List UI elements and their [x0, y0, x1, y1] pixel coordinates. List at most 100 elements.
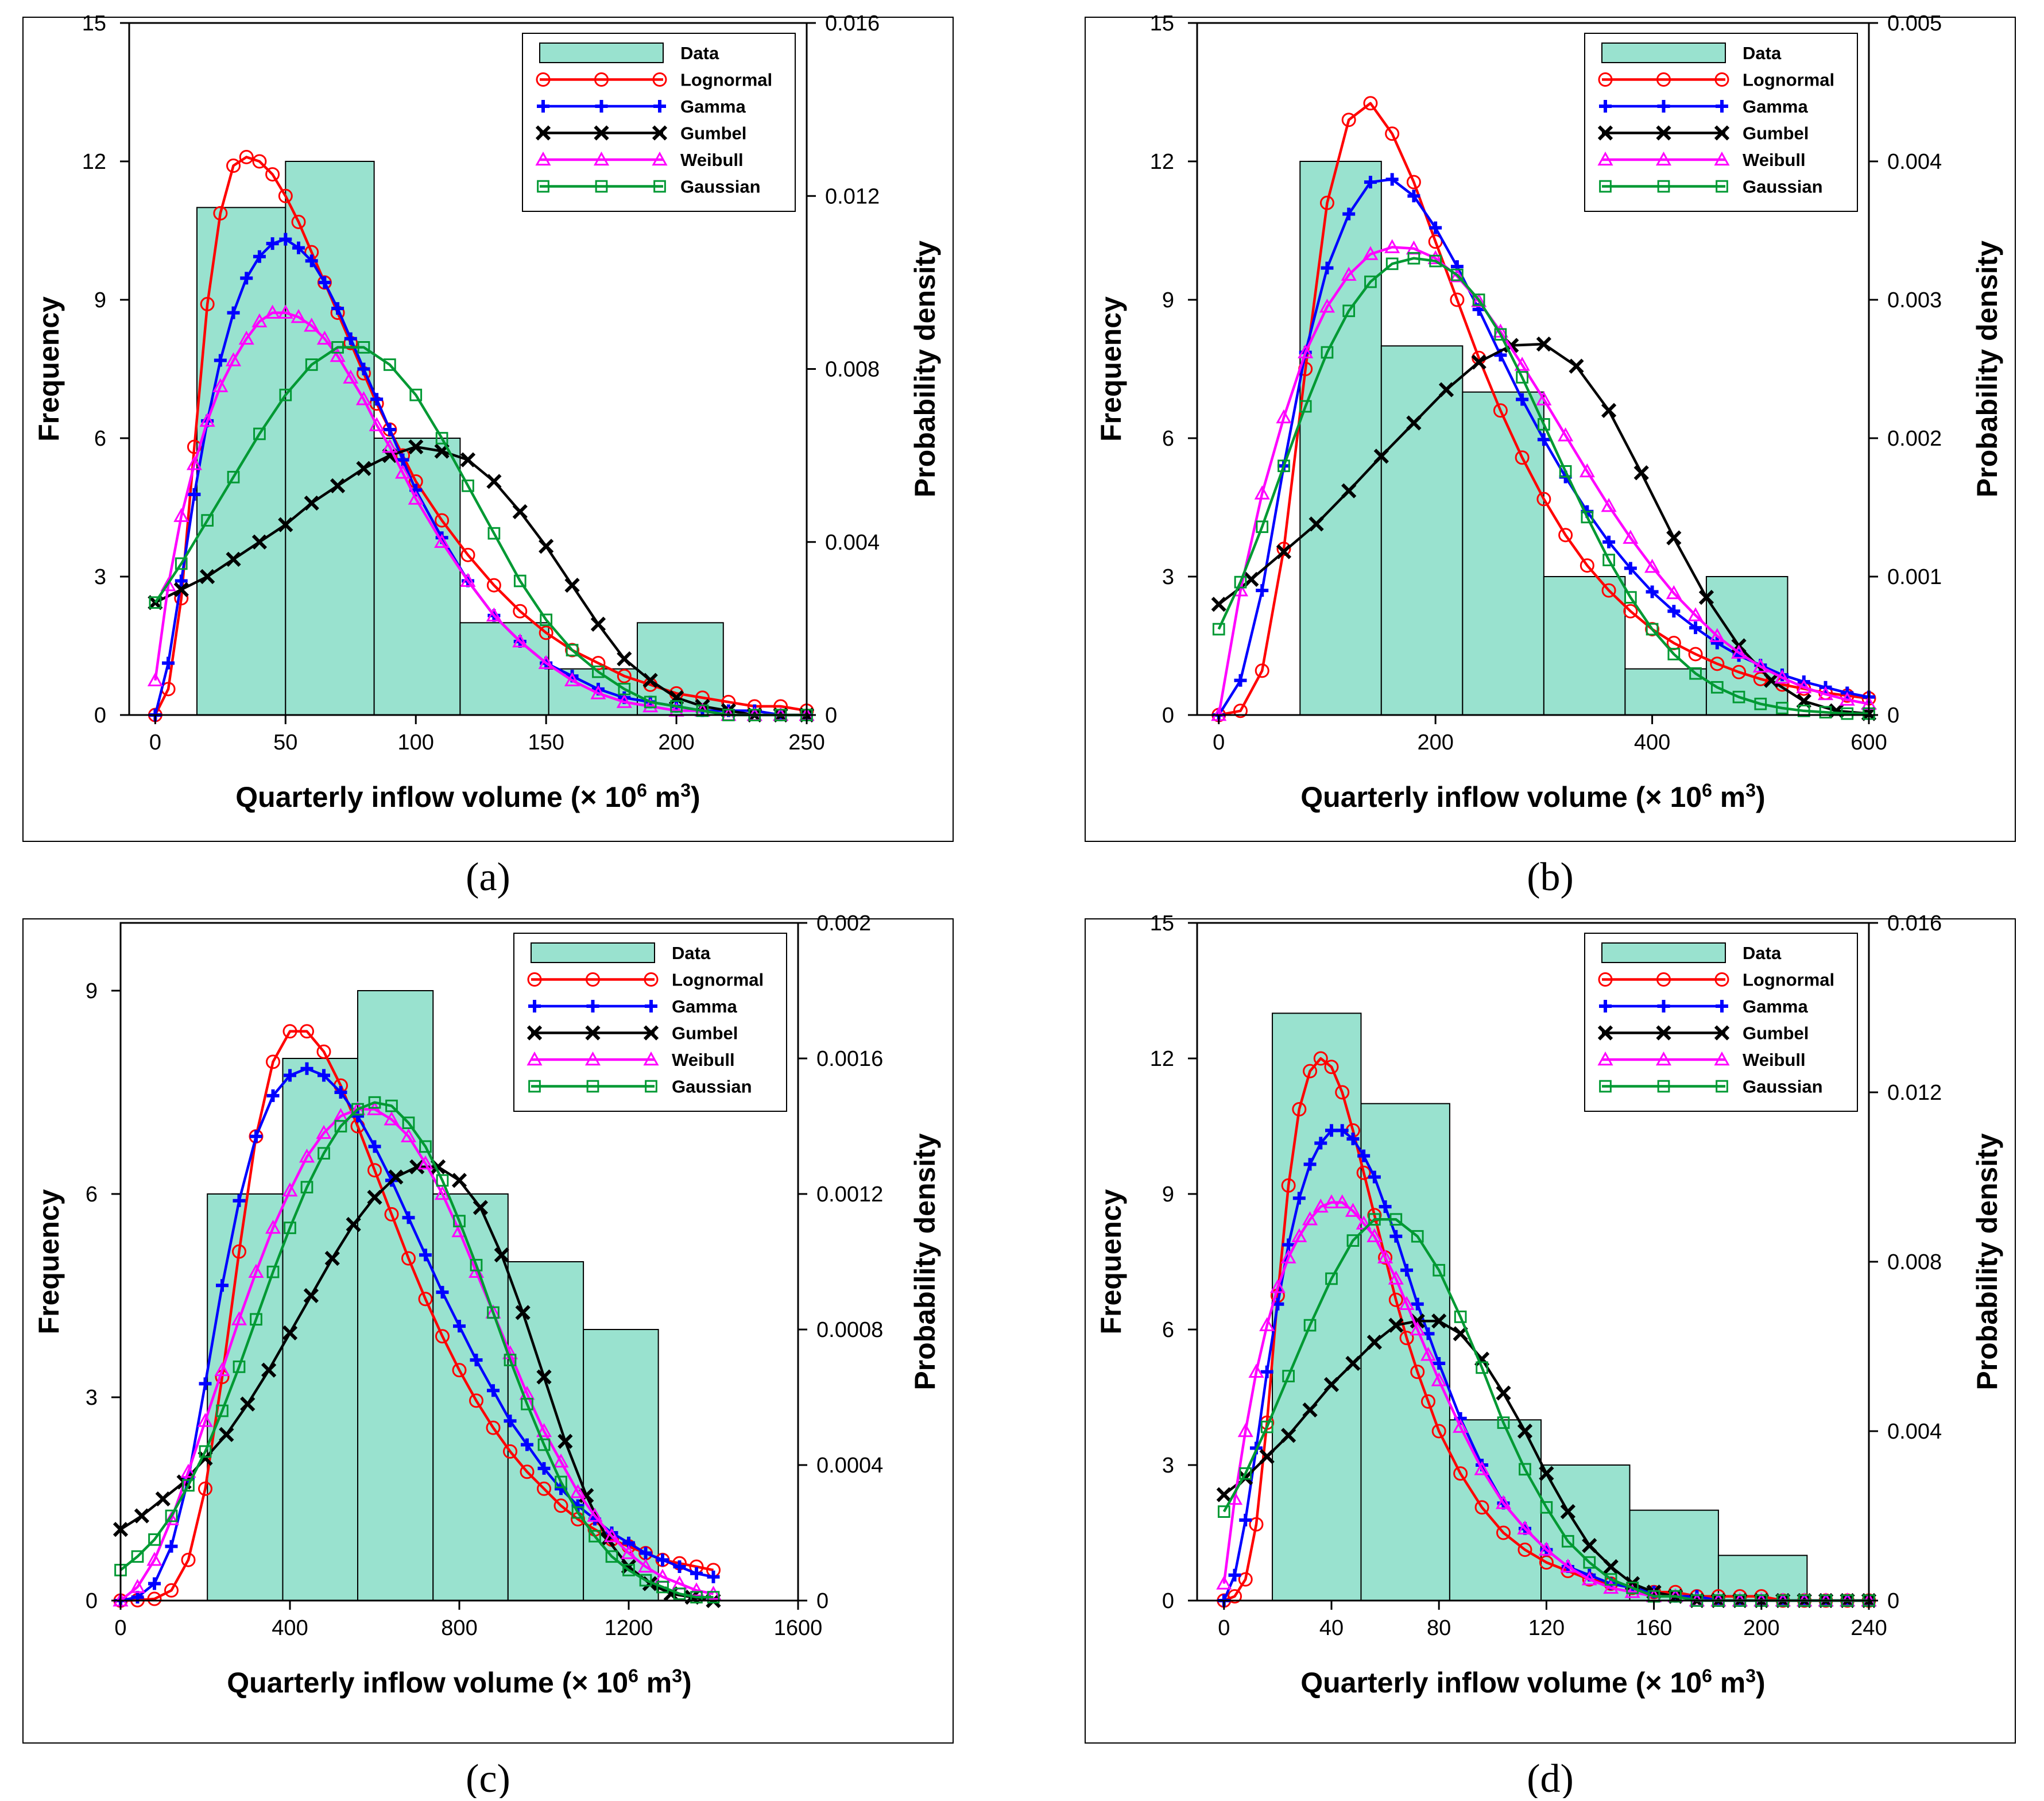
data-point: [214, 354, 227, 367]
data-point: [637, 1558, 654, 1573]
legend-marker: [1599, 180, 1612, 193]
histogram-bar: [1449, 1419, 1542, 1601]
legend-label: Gaussian: [1743, 1077, 1823, 1097]
data-point: [277, 304, 293, 319]
y2-tick-label: 0.012: [1887, 1081, 1942, 1105]
data-point: [1517, 1520, 1533, 1535]
legend-marker: [1714, 125, 1730, 141]
y-tick-label: 9: [1162, 288, 1174, 312]
data-point: [1368, 1213, 1381, 1226]
data-point: [400, 1128, 417, 1142]
data-point: [384, 1111, 400, 1126]
x-tick-label: 200: [1417, 731, 1453, 755]
data-point: [470, 1354, 483, 1367]
data-point: [1420, 1347, 1437, 1361]
data-point: [1278, 459, 1290, 473]
data-point: [617, 668, 632, 683]
y2-tick-label: 0.016: [825, 11, 880, 36]
data-point: [1259, 1317, 1275, 1331]
data-point: [165, 1540, 178, 1553]
data-point: [409, 388, 423, 401]
label-part: Quarterly inflow volume (× 10: [1300, 1667, 1702, 1699]
data-point: [591, 656, 606, 671]
data-point: [1234, 575, 1247, 589]
data-point: [644, 695, 657, 709]
data-point: [383, 423, 396, 436]
y2-tick-label: 0.002: [816, 911, 871, 936]
data-point: [1385, 126, 1400, 141]
data-point: [1474, 1500, 1489, 1515]
data-point: [1280, 1249, 1296, 1263]
legend-label: Gamma: [672, 996, 737, 1017]
legend-marker: [1597, 151, 1613, 166]
data-point: [1538, 418, 1550, 431]
data-point: [1841, 707, 1854, 720]
data-point: [1410, 1321, 1426, 1336]
data-point: [1260, 1420, 1273, 1433]
data-point: [331, 341, 344, 354]
data-point: [1689, 621, 1702, 635]
legend-swatch: [1601, 942, 1726, 963]
data-point: [1625, 1576, 1640, 1591]
histogram-bar: [1272, 1012, 1362, 1602]
data-point: [1388, 1270, 1404, 1285]
x-tick-label: 0: [1218, 1616, 1230, 1640]
data-point: [1228, 1589, 1242, 1604]
y-tick-label: 0: [94, 704, 106, 728]
y2-tick-label: 0.001: [1887, 565, 1942, 589]
y-tick-label: 15: [82, 11, 106, 36]
curve-line: [1217, 257, 1869, 715]
x-tick-label: 1200: [605, 1616, 653, 1640]
data-point: [1341, 113, 1356, 127]
legend-label: Gumbel: [680, 123, 746, 144]
data-point: [355, 391, 372, 405]
data-point: [198, 1481, 212, 1496]
data-point: [486, 578, 501, 593]
legend-marker: [535, 125, 551, 141]
superscript: 3: [1745, 1665, 1756, 1686]
legend-marker: [594, 125, 609, 141]
data-point: [1298, 344, 1314, 358]
data-point: [462, 479, 474, 492]
data-point: [1438, 382, 1454, 397]
data-point: [1356, 1165, 1371, 1180]
x-axis-label: Quarterly inflow volume (× 106 m3): [227, 1665, 691, 1699]
data-point: [1450, 292, 1465, 307]
data-point: [1269, 1279, 1286, 1293]
superscript: 6: [637, 780, 647, 801]
data-point: [453, 1215, 466, 1228]
legend-swatch: [539, 42, 664, 63]
panel-frame: [1085, 17, 2016, 842]
data-point: [1817, 686, 1834, 701]
data-point: [1280, 1428, 1296, 1443]
data-point: [487, 1384, 500, 1397]
data-point: [385, 1099, 398, 1112]
data-point: [1496, 1385, 1511, 1401]
data-point: [1519, 1463, 1531, 1476]
data-point: [147, 672, 163, 687]
data-point: [1341, 266, 1357, 281]
label-part: ): [682, 1667, 692, 1699]
data-point: [1476, 1361, 1488, 1374]
data-point: [225, 352, 242, 366]
data-point: [175, 574, 188, 588]
data-point: [1646, 623, 1659, 636]
data-point: [1604, 1573, 1617, 1586]
data-point: [1385, 173, 1399, 186]
legend-marker: [537, 180, 549, 193]
y2-tick-label: 0.0008: [816, 1318, 883, 1342]
data-point: [401, 1251, 416, 1266]
data-point: [1558, 427, 1574, 442]
legend-label: Lognormal: [1743, 70, 1834, 90]
data-point: [233, 1361, 246, 1373]
y-axis-label: Frequency: [1095, 1189, 1127, 1334]
data-point: [1345, 1355, 1361, 1371]
y-tick-label: 3: [86, 1386, 98, 1410]
data-point: [1292, 1102, 1307, 1116]
y-tick-label: 0: [86, 1589, 98, 1613]
data-point: [1282, 1370, 1295, 1382]
legend-label: Weibull: [1743, 150, 1806, 170]
panel-frame: [22, 17, 954, 842]
data-point: [402, 1116, 415, 1129]
data-point: [253, 250, 266, 263]
